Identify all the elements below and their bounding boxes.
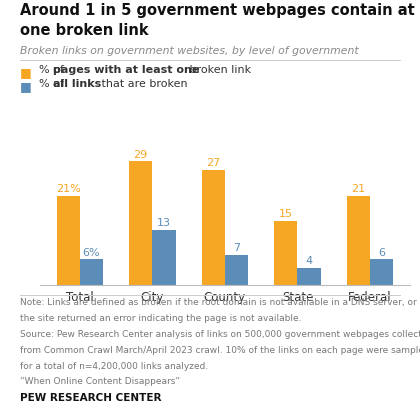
- Text: ■: ■: [20, 80, 32, 93]
- Bar: [225, 255, 248, 285]
- Text: Broken links on government websites, by level of government: Broken links on government websites, by …: [20, 46, 359, 56]
- Text: 6%: 6%: [83, 248, 100, 258]
- Bar: [297, 268, 321, 285]
- Bar: [80, 260, 103, 285]
- Text: PEW RESEARCH CENTER: PEW RESEARCH CENTER: [20, 393, 162, 403]
- Bar: [129, 161, 152, 285]
- Text: Note: Links are defined as broken if the root domain is not available in a DNS s: Note: Links are defined as broken if the…: [20, 298, 420, 307]
- Bar: [347, 196, 370, 285]
- Text: 15: 15: [279, 209, 293, 219]
- Text: the site returned an error indicating the page is not available.: the site returned an error indicating th…: [20, 314, 302, 323]
- Text: for a total of n=4,200,000 links analyzed.: for a total of n=4,200,000 links analyze…: [20, 362, 208, 371]
- Bar: [57, 196, 80, 285]
- Text: Source: Pew Research Center analysis of links on 500,000 government webpages col: Source: Pew Research Center analysis of …: [20, 330, 420, 339]
- Text: 27: 27: [206, 158, 220, 168]
- Text: 29: 29: [134, 150, 148, 160]
- Bar: [274, 221, 297, 285]
- Text: 7: 7: [233, 243, 240, 253]
- Text: one broken link: one broken link: [20, 23, 149, 38]
- Text: % of: % of: [39, 79, 67, 89]
- Bar: [152, 230, 176, 285]
- Text: 21%: 21%: [56, 184, 81, 194]
- Text: “When Online Content Disappears”: “When Online Content Disappears”: [20, 377, 180, 386]
- Text: broken link: broken link: [186, 65, 252, 75]
- Text: 21: 21: [352, 184, 365, 194]
- Text: % of: % of: [39, 65, 67, 75]
- Text: 13: 13: [157, 218, 171, 228]
- Text: 4: 4: [305, 256, 312, 266]
- Bar: [370, 260, 393, 285]
- Bar: [202, 170, 225, 285]
- Text: Around 1 in 5 government webpages contain at least: Around 1 in 5 government webpages contai…: [20, 3, 420, 18]
- Text: that are broken: that are broken: [98, 79, 188, 89]
- Text: ■: ■: [20, 66, 32, 79]
- Text: 6: 6: [378, 248, 385, 258]
- Text: all links: all links: [53, 79, 101, 89]
- Text: from Common Crawl March/April 2023 crawl. 10% of the links on each page were sam: from Common Crawl March/April 2023 crawl…: [20, 346, 420, 355]
- Text: pages with at least one: pages with at least one: [53, 65, 200, 75]
